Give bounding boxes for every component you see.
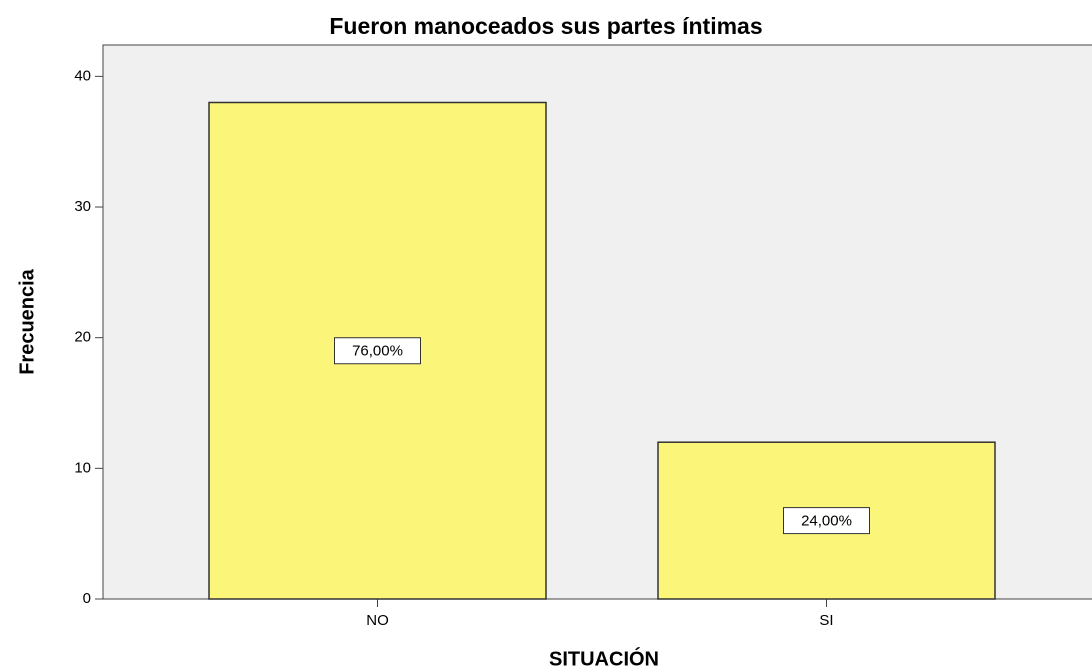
x-tick-label: NO [366, 612, 389, 629]
y-axis-label: Frecuencia [16, 268, 38, 374]
y-tick-label: 0 [83, 590, 91, 607]
x-tick-label: SI [819, 612, 833, 629]
x-axis-label: SITUACIÓN [549, 646, 659, 670]
y-tick-label: 10 [74, 459, 91, 476]
bar-label: 24,00% [801, 513, 852, 530]
chart-title: Fueron manoceados sus partes íntimas [329, 13, 762, 39]
y-tick-label: 40 [74, 67, 91, 84]
label-box [334, 337, 421, 365]
y-tick-label: 20 [74, 329, 91, 346]
bar-label: 76,00% [352, 343, 403, 360]
label-box [783, 507, 870, 535]
y-tick-label: 30 [74, 198, 91, 215]
